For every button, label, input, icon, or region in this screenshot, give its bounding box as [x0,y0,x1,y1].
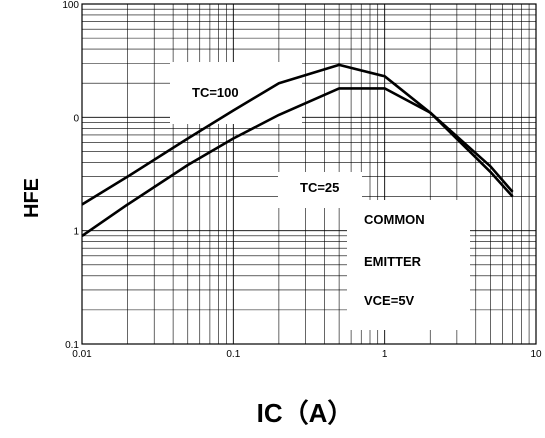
annotation-emitter: EMITTER [364,254,422,269]
y-tick-label: 0 [73,113,79,124]
x-tick-label: 10 [530,349,542,360]
y-tick-label: 100 [62,0,79,11]
series-label-tc100: TC=100 [192,85,239,100]
annotation-common: COMMON [364,212,425,227]
x-tick-label: 1 [382,349,388,360]
y-axis-label: HFE [21,178,43,218]
x-axis-label: IC（A） [257,398,354,428]
series-label-tc25: TC=25 [300,180,339,195]
y-tick-label: 1 [73,227,79,238]
annotation-vce: VCE=5V [364,293,415,308]
x-tick-label: 0.1 [226,349,240,360]
y-tick-label: 0.1 [65,340,79,351]
